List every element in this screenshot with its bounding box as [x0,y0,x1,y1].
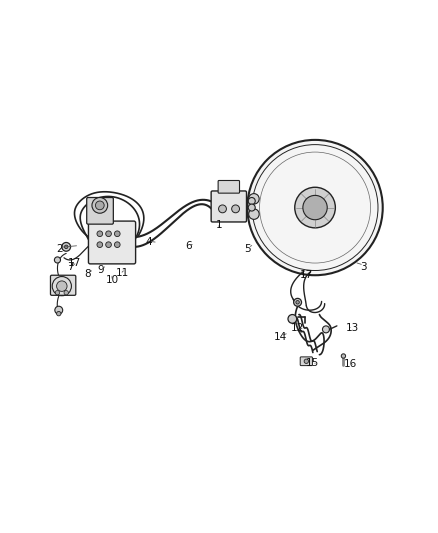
Circle shape [322,326,329,333]
Text: 13: 13 [346,322,359,333]
Circle shape [54,257,60,263]
Circle shape [57,281,67,292]
Text: 6: 6 [185,240,192,251]
Circle shape [249,193,259,204]
Circle shape [295,187,336,228]
Circle shape [341,354,346,358]
Circle shape [106,231,111,237]
Circle shape [95,201,104,210]
FancyBboxPatch shape [87,198,113,224]
FancyBboxPatch shape [218,181,240,193]
Circle shape [288,314,297,323]
Circle shape [92,198,108,213]
Text: 10: 10 [106,274,119,285]
Text: 12: 12 [291,324,304,334]
FancyBboxPatch shape [88,221,136,264]
Circle shape [293,298,301,306]
Circle shape [64,245,68,248]
Text: 5: 5 [244,244,251,254]
Text: 15: 15 [306,358,319,368]
Text: 9: 9 [98,265,104,275]
Text: 16: 16 [343,359,357,369]
Circle shape [97,231,102,237]
Circle shape [57,311,61,316]
Text: 8: 8 [85,269,92,279]
Circle shape [232,205,240,213]
Circle shape [303,196,327,220]
Text: 17: 17 [300,270,313,280]
Circle shape [62,243,71,251]
Text: 2: 2 [57,244,63,254]
Circle shape [249,209,259,220]
FancyBboxPatch shape [211,191,247,222]
Circle shape [106,242,111,247]
Text: 14: 14 [273,332,287,342]
FancyBboxPatch shape [300,357,312,366]
Circle shape [114,231,120,237]
Circle shape [219,205,226,213]
Circle shape [248,198,255,205]
FancyBboxPatch shape [50,275,76,295]
Text: 11: 11 [116,269,129,278]
Circle shape [114,242,120,247]
Text: 3: 3 [360,262,367,271]
Circle shape [247,140,383,275]
Circle shape [304,359,308,364]
Text: 17: 17 [68,258,81,268]
Circle shape [296,301,299,304]
Circle shape [97,242,102,247]
Circle shape [64,290,68,295]
Circle shape [55,306,63,314]
Circle shape [55,290,60,295]
Circle shape [248,204,255,211]
Text: 4: 4 [146,238,152,247]
Text: 1: 1 [215,220,223,230]
Text: 7: 7 [67,262,74,272]
